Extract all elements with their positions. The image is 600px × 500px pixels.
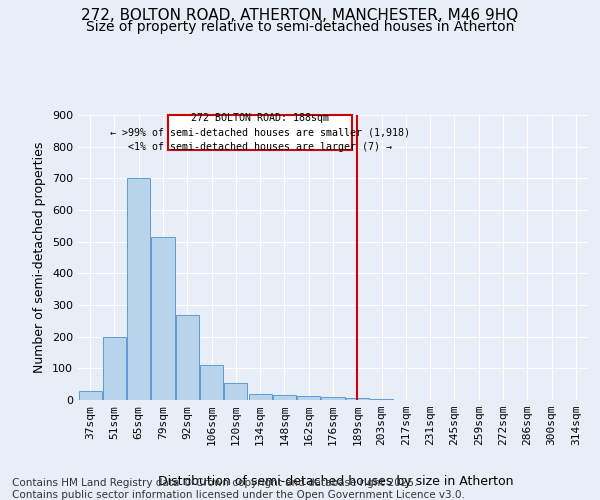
- Bar: [322, 397, 344, 400]
- Bar: [297, 396, 320, 400]
- Bar: [224, 382, 247, 400]
- Bar: [346, 398, 369, 400]
- Bar: [176, 314, 199, 400]
- Bar: [127, 178, 150, 400]
- Text: 272, BOLTON ROAD, ATHERTON, MANCHESTER, M46 9HQ: 272, BOLTON ROAD, ATHERTON, MANCHESTER, …: [82, 8, 518, 22]
- Text: Contains HM Land Registry data © Crown copyright and database right 2025.
Contai: Contains HM Land Registry data © Crown c…: [12, 478, 465, 500]
- Text: Distribution of semi-detached houses by size in Atherton: Distribution of semi-detached houses by …: [158, 474, 514, 488]
- Bar: [248, 394, 272, 400]
- FancyBboxPatch shape: [168, 115, 352, 150]
- Text: Size of property relative to semi-detached houses in Atherton: Size of property relative to semi-detach…: [86, 20, 514, 34]
- Bar: [273, 394, 296, 400]
- Bar: [200, 365, 223, 400]
- Bar: [151, 237, 175, 400]
- Bar: [103, 336, 126, 400]
- Text: 272 BOLTON ROAD: 188sqm
← >99% of semi-detached houses are smaller (1,918)
<1% o: 272 BOLTON ROAD: 188sqm ← >99% of semi-d…: [110, 112, 410, 152]
- Bar: [79, 390, 101, 400]
- Y-axis label: Number of semi-detached properties: Number of semi-detached properties: [34, 142, 46, 373]
